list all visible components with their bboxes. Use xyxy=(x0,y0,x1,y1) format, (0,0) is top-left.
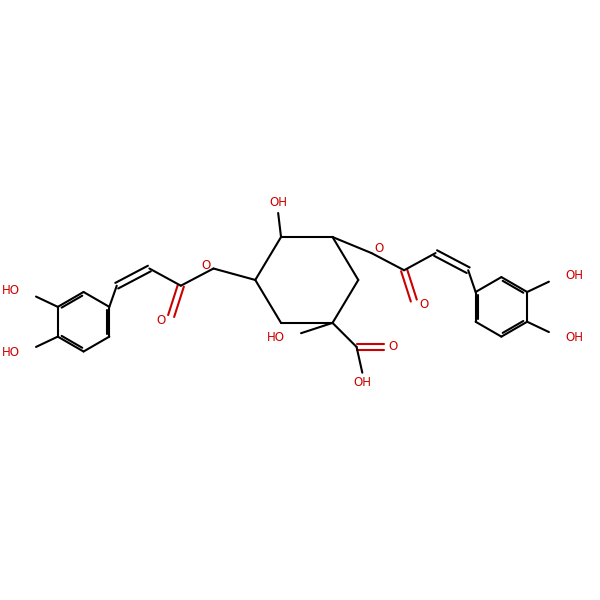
Text: O: O xyxy=(419,298,429,311)
Text: O: O xyxy=(202,259,211,272)
Text: HO: HO xyxy=(267,331,285,344)
Text: HO: HO xyxy=(2,346,20,359)
Text: HO: HO xyxy=(2,284,20,298)
Text: OH: OH xyxy=(565,269,583,283)
Text: OH: OH xyxy=(353,376,371,389)
Text: OH: OH xyxy=(269,196,287,209)
Text: OH: OH xyxy=(565,331,583,344)
Text: O: O xyxy=(374,242,383,255)
Text: O: O xyxy=(388,340,397,353)
Text: O: O xyxy=(156,314,166,326)
